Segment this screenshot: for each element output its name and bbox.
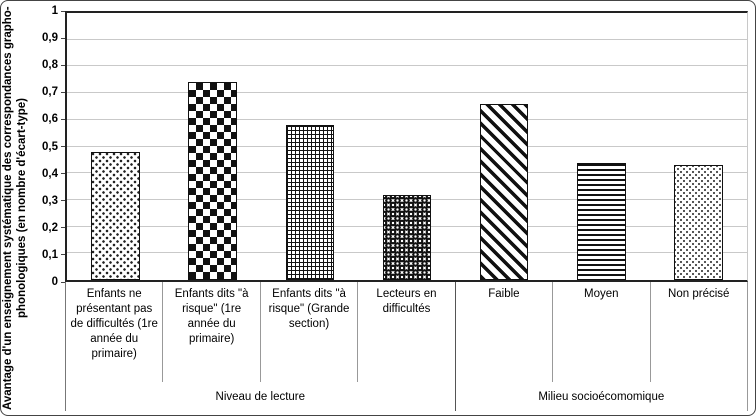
y-tick-mark xyxy=(61,10,65,12)
y-tick-label: 0,1 xyxy=(42,248,58,261)
y-tick-mark xyxy=(61,227,65,229)
category-label: Faible xyxy=(456,282,554,382)
category-label: Enfants ne présentant pas de difficultés… xyxy=(65,282,164,382)
y-tick-mark xyxy=(61,146,65,147)
y-tick-label: 0,3 xyxy=(42,194,58,207)
y-tick-mark xyxy=(61,281,65,283)
category-label: Lecteurs en difficultés xyxy=(358,282,456,382)
bars-container xyxy=(67,13,747,280)
bar-slot xyxy=(67,13,164,280)
group-label: Niveau de lecture xyxy=(65,382,456,411)
group-label: Milieu socioécomomique xyxy=(456,382,748,411)
category-label: Non précisé xyxy=(651,282,748,382)
y-tick-label: 0,7 xyxy=(42,86,58,99)
bar-7 xyxy=(674,165,723,280)
bar-6 xyxy=(576,162,626,280)
y-tick-label: 0,4 xyxy=(42,167,58,180)
bar-3 xyxy=(285,125,335,280)
category-label: Moyen xyxy=(553,282,651,382)
bar-1 xyxy=(91,151,140,280)
category-label: Enfants dits "à risque" (1re année du pr… xyxy=(163,282,261,382)
y-tick-label: 0,5 xyxy=(42,140,58,153)
bar-slot xyxy=(358,13,455,280)
chart-main: 0 0,1 0,2 0,3 0,4 0,5 0,6 0,7 0,8 0,9 1 Enfants ne… xyxy=(31,1,755,415)
y-tick-label: 0,2 xyxy=(42,221,58,234)
chart-upper: 0 0,1 0,2 0,3 0,4 0,5 0,6 0,7 0,8 0,9 1 xyxy=(31,5,748,288)
y-tick-mark xyxy=(61,200,65,202)
y-axis-title-line-1: Avantage d'un enseignement systématique … xyxy=(2,6,14,410)
gridline xyxy=(67,145,747,147)
y-tick-mark xyxy=(61,118,65,120)
bar-2 xyxy=(188,82,237,280)
y-tick-mark xyxy=(61,254,65,256)
y-tick-mark xyxy=(61,37,65,39)
y-tick-label: 0,8 xyxy=(42,59,58,72)
bar-slot xyxy=(261,13,358,280)
y-tick-mark xyxy=(61,91,65,93)
x-axis-group-labels: Niveau de lecture Milieu socioécomomique xyxy=(65,382,748,411)
bar-slot xyxy=(456,13,553,280)
bar-slot xyxy=(164,13,261,280)
gridline xyxy=(67,38,747,40)
y-tick-label: 0 xyxy=(51,276,58,288)
y-axis-title: Avantage d'un enseignement systématique … xyxy=(1,1,31,415)
y-tick-label: 1 xyxy=(51,5,58,17)
y-axis-ticks: 0 0,1 0,2 0,3 0,4 0,5 0,6 0,7 0,8 0,9 1 xyxy=(31,5,65,288)
bar-5 xyxy=(479,103,529,280)
bar-slot xyxy=(650,13,747,280)
y-tick-label: 0,9 xyxy=(42,32,58,45)
y-tick-mark xyxy=(61,64,65,66)
bar-4 xyxy=(382,194,432,280)
category-label: Enfants dits "à risque" (Grande section) xyxy=(261,282,359,382)
y-axis-title-line-2: phonologiques (en nombre d'écart-type) xyxy=(16,98,28,318)
y-tick-mark xyxy=(61,173,65,175)
gridline xyxy=(67,92,747,94)
x-axis-category-labels: Enfants ne présentant pas de difficultés… xyxy=(65,282,748,382)
gridline xyxy=(67,172,747,174)
bar-slot xyxy=(553,13,650,280)
plot-area xyxy=(65,11,748,282)
gridline xyxy=(67,118,747,120)
gridline xyxy=(67,65,747,67)
y-tick-label: 0,6 xyxy=(42,113,58,126)
